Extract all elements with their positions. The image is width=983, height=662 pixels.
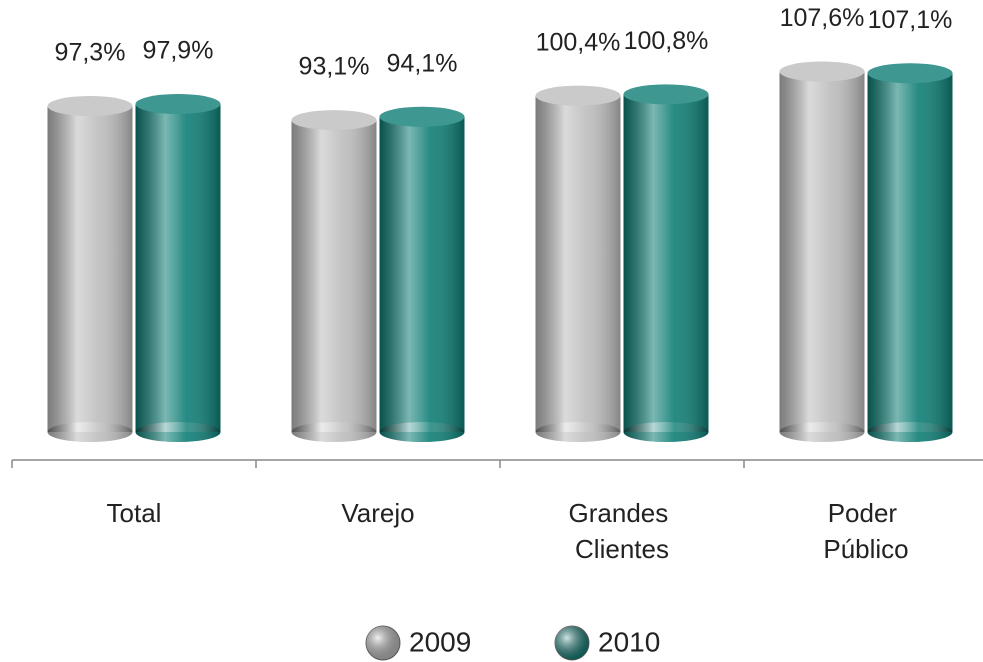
bar-top xyxy=(291,110,377,131)
bar xyxy=(623,84,709,442)
bar xyxy=(867,63,953,442)
bar-top xyxy=(135,94,221,115)
legend-swatch-shade xyxy=(555,626,589,660)
bar-bottom-shade xyxy=(867,422,953,442)
x-tick-label: Grandes Clientes xyxy=(569,498,676,564)
bar-shade xyxy=(379,116,465,432)
bar-top-shade xyxy=(135,94,221,115)
bar-top-shade xyxy=(779,61,865,82)
bar-bottom-shade xyxy=(535,422,621,442)
bar-top-shade xyxy=(867,63,953,84)
value-label: 97,9% xyxy=(143,37,214,65)
bar-shade xyxy=(867,73,953,432)
bar-top xyxy=(867,63,953,84)
legend-label: 2009 xyxy=(409,626,471,657)
value-label: 107,6% xyxy=(780,4,865,32)
bar xyxy=(291,110,377,442)
bar-top-shade xyxy=(291,110,377,131)
bar-top xyxy=(47,96,133,117)
bar xyxy=(47,96,133,442)
bar-top xyxy=(779,61,865,82)
bar xyxy=(535,85,621,442)
bar-shade xyxy=(535,95,621,432)
bar-bottom-shade xyxy=(291,422,377,442)
bar-bottom-shade xyxy=(623,422,709,442)
value-label: 100,8% xyxy=(624,27,709,55)
bar xyxy=(779,61,865,442)
bar-shade xyxy=(623,94,709,432)
bar-top xyxy=(535,85,621,106)
bar-shade xyxy=(779,71,865,432)
value-label: 100,4% xyxy=(536,28,621,56)
value-label: 107,1% xyxy=(868,6,953,34)
bar-top xyxy=(623,84,709,105)
bar xyxy=(135,94,221,442)
bar-bottom-shade xyxy=(779,422,865,442)
bar-top-shade xyxy=(535,85,621,106)
bar-shade xyxy=(47,106,133,433)
legend-swatch-shade xyxy=(366,626,400,660)
bar-top-shade xyxy=(623,84,709,105)
bar-shade xyxy=(291,120,377,433)
bar-bottom-shade xyxy=(47,422,133,442)
value-label: 97,3% xyxy=(55,39,126,67)
x-tick-label: Varejo xyxy=(341,498,414,528)
value-label: 93,1% xyxy=(299,53,370,81)
bar-bottom-shade xyxy=(135,422,221,442)
bar-top-shade xyxy=(47,96,133,117)
legend-label: 2010 xyxy=(598,626,660,657)
x-tick-label: Poder Público xyxy=(823,498,908,564)
bar-bottom-shade xyxy=(379,422,465,442)
bar-top-shade xyxy=(379,106,465,127)
bar-shade xyxy=(135,104,221,432)
bar-top xyxy=(379,106,465,127)
x-tick-label: Total xyxy=(107,498,162,528)
bar xyxy=(379,106,465,442)
value-label: 94,1% xyxy=(387,49,458,77)
